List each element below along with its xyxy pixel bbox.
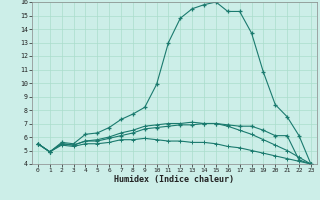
X-axis label: Humidex (Indice chaleur): Humidex (Indice chaleur) [115, 175, 234, 184]
